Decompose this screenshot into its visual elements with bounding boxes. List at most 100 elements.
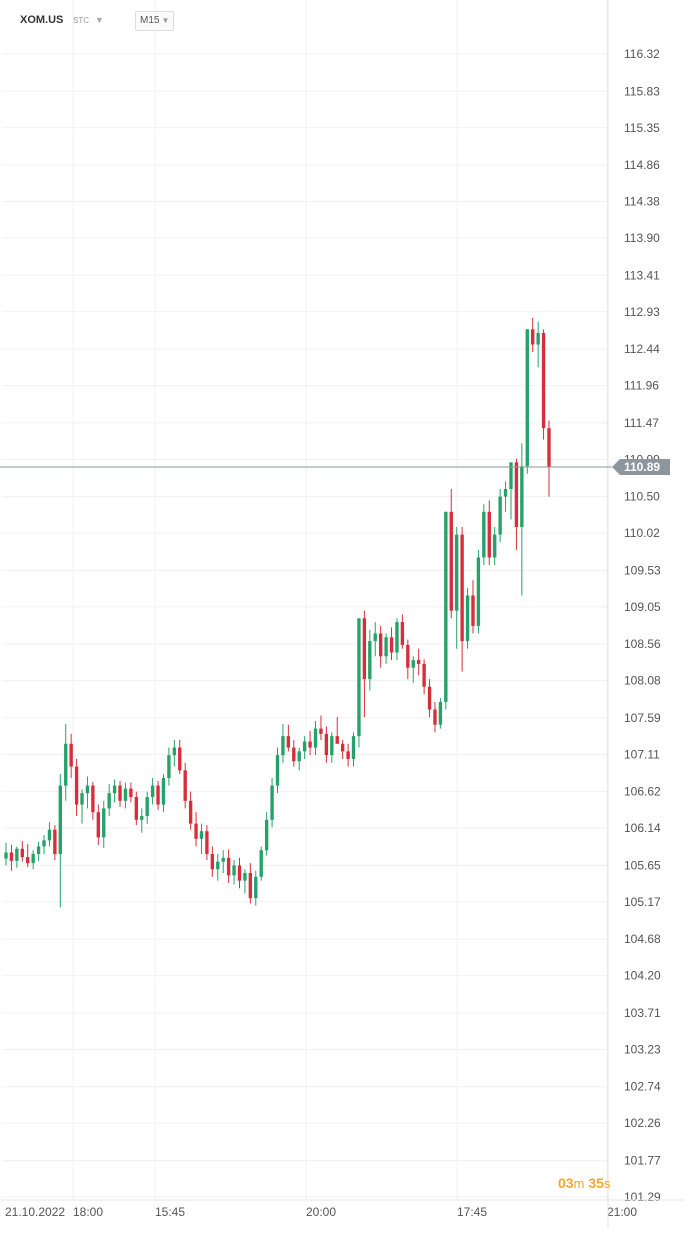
candle (411, 656, 415, 683)
candle (264, 812, 269, 856)
candle-body (531, 329, 535, 345)
candle-body (216, 861, 220, 870)
x-tick-label: 15:45 (155, 1205, 185, 1219)
candle (134, 791, 139, 826)
candle-body (400, 622, 405, 645)
candle-body (36, 846, 41, 855)
y-tick-label: 105.17 (624, 895, 661, 909)
candle-body (172, 747, 177, 756)
x-tick-label: 17:45 (457, 1205, 487, 1219)
candle (188, 791, 193, 830)
candle (498, 488, 502, 543)
y-tick-label: 106.62 (624, 785, 661, 799)
candle (346, 743, 350, 767)
candle (416, 648, 421, 676)
candle (503, 481, 508, 512)
candle (4, 842, 8, 866)
candle (15, 846, 19, 868)
candle (194, 812, 198, 847)
candle (302, 736, 307, 759)
candle (102, 800, 106, 848)
market-type-label[interactable]: STC (73, 16, 89, 25)
y-tick-label: 108.08 (624, 674, 661, 688)
timeframe-select[interactable]: M15 ▼ (135, 11, 175, 31)
candle (161, 774, 166, 813)
y-tick-label: 110.50 (624, 490, 660, 504)
candle (541, 329, 546, 440)
y-tick-label: 104.68 (624, 932, 661, 946)
candle (270, 777, 274, 828)
candle-body (194, 823, 198, 839)
x-tick-label: 21:00 (607, 1205, 637, 1219)
candle-body (123, 788, 128, 801)
candle (389, 627, 394, 661)
candle (297, 747, 301, 771)
candle-body (541, 333, 546, 429)
candle (42, 835, 46, 855)
candle (340, 739, 345, 759)
candle (47, 822, 52, 847)
y-tick-label: 114.86 (624, 158, 660, 172)
timer-seconds-unit: s (603, 1176, 611, 1191)
candle-body (145, 796, 149, 816)
candle-body (362, 618, 367, 680)
y-tick-label: 106.14 (624, 821, 661, 835)
candle (226, 849, 231, 883)
candle (465, 587, 470, 649)
y-tick-label: 107.11 (624, 747, 660, 761)
candle-body (427, 686, 432, 710)
y-tick-label: 105.65 (624, 858, 661, 872)
candle (107, 784, 111, 816)
chevron-down-icon: ▼ (161, 16, 170, 25)
candle (9, 844, 14, 871)
y-tick-label: 107.59 (624, 711, 661, 725)
candle-body (281, 736, 285, 756)
candle (129, 782, 133, 803)
candle-body (411, 660, 415, 668)
candle (140, 808, 144, 833)
y-tick-label: 103.23 (624, 1042, 661, 1056)
candle-body (444, 511, 448, 702)
candle (36, 841, 41, 861)
candle-body (205, 831, 209, 855)
candle (232, 860, 236, 885)
candle-body (465, 595, 470, 642)
y-tick-label: 112.93 (624, 305, 660, 319)
candle (123, 782, 128, 809)
candle (400, 614, 405, 649)
candle-body (64, 743, 68, 786)
symbol-label[interactable]: XOM.US (20, 14, 64, 26)
x-tick-label: 18:00 (73, 1205, 103, 1219)
candle-body (433, 709, 437, 725)
candle (199, 823, 204, 855)
candle-body (85, 785, 90, 794)
candle (221, 850, 225, 874)
candle-body (134, 796, 139, 820)
candle-body (319, 728, 323, 734)
candle-body (498, 496, 502, 535)
chevron-down-icon[interactable]: ▼ (95, 15, 104, 25)
candle-body (476, 557, 481, 626)
candle-body (129, 788, 133, 797)
candle-body (188, 800, 193, 824)
candle-body (455, 534, 459, 611)
y-tick-label: 109.53 (624, 563, 661, 577)
candle-body (449, 511, 453, 611)
candle (514, 458, 519, 550)
candle-body (547, 428, 551, 467)
candle (167, 747, 171, 786)
candle-body (9, 852, 14, 861)
candle-body (308, 741, 312, 748)
candle-body (520, 466, 524, 528)
candle-body (232, 865, 236, 876)
candle (487, 500, 491, 566)
y-tick-label: 102.74 (624, 1080, 661, 1094)
candle-body (150, 785, 155, 797)
candle-body (69, 743, 73, 767)
candle-timer: 03m 35s (558, 1175, 610, 1191)
candle-body (493, 534, 497, 558)
candle (275, 747, 280, 794)
candle (378, 625, 383, 668)
